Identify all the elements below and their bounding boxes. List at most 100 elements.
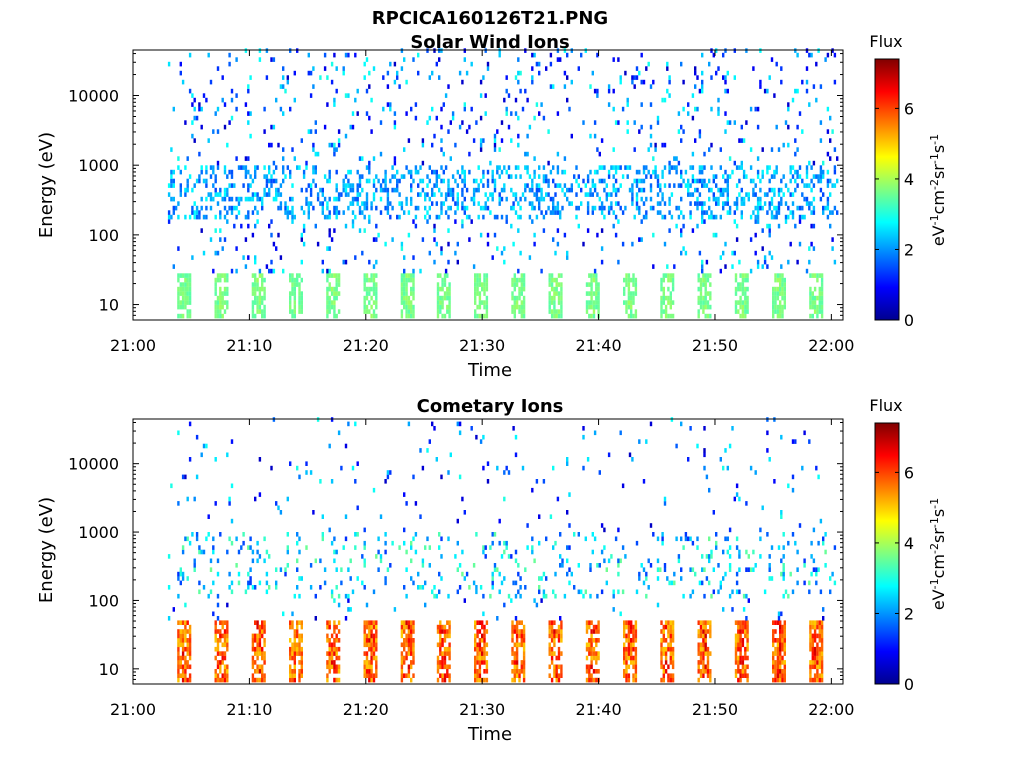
spectrogram-cell [370,620,373,625]
spectrogram-cell [491,169,494,175]
spectrogram-cell [694,201,697,206]
spectrogram-cell [684,250,688,256]
spectrogram-cell [811,273,814,278]
spectrogram-cell [365,642,369,648]
spectrogram-cell [289,277,292,283]
spectrogram-cell [663,496,667,502]
spectrogram-cell [628,165,632,170]
spectrogram-cell [372,277,376,283]
spectrogram-cell [783,677,786,683]
spectrogram-cell [726,187,729,193]
spectrogram-cell [687,536,690,542]
spectrogram-cell [780,558,783,564]
spectrogram-cell [179,642,182,648]
spectrogram-cell [337,593,341,599]
spectrogram-cell [768,554,771,559]
spectrogram-cell [365,196,369,202]
spectrogram-cell [810,571,813,577]
spectrogram-cell [417,183,420,188]
spectrogram-cell [701,210,704,215]
spectrogram-cell [289,624,292,630]
spectrogram-cell [456,567,459,572]
spectrogram-cell [634,673,638,678]
spectrogram-cell [321,187,324,193]
spectrogram-cell [719,147,722,152]
spectrogram-cell [759,84,762,89]
spectrogram-cell [498,518,501,524]
spectrogram-cell [597,282,600,287]
spectrogram-cell [412,655,415,661]
spectrogram-cell [441,655,444,661]
spectrogram-cell [344,536,348,542]
spectrogram-cell [612,165,615,170]
spectrogram-cell [774,669,777,674]
spectrogram-cell [638,576,641,581]
spectrogram-cell [179,169,182,175]
spectrogram-cell [491,255,494,260]
spectrogram-cell [230,97,234,103]
spectrogram-cell [818,629,821,634]
spectrogram-cell [554,571,557,577]
spectrogram-cell [557,309,561,314]
spectrogram-cell [209,237,213,242]
spectrogram-cell [833,79,837,85]
spectrogram-cell [625,646,628,652]
spectrogram-cell [312,205,315,211]
spectrogram-cell [235,268,238,274]
spectrogram-cell [664,313,668,319]
spectrogram-cell [363,642,366,648]
spectrogram-cell [547,205,550,211]
spectrogram-cell [810,223,813,229]
spectrogram-cell [654,165,657,170]
spectrogram-cell [739,629,742,634]
spectrogram-cell [344,616,348,621]
spectrogram-cell [400,273,404,278]
spectrogram-cell [809,300,812,305]
spectrogram-cell [368,165,371,170]
spectrogram-cell [749,165,753,170]
spectrogram-cell [263,174,266,179]
spectrogram-cell [230,439,234,444]
spectrogram-cell [258,629,262,634]
spectrogram-cell [550,620,554,625]
spectrogram-cell [286,75,289,80]
spectrogram-cell [435,178,438,184]
spectrogram-cell [291,646,294,652]
spectrogram-cell [586,205,590,211]
spectrogram-cell [831,129,834,134]
spectrogram-cell [300,655,303,661]
spectrogram-cell [691,165,695,170]
spectrogram-cell [483,282,486,287]
spectrogram-cell [254,496,257,502]
spectrogram-cell [820,677,824,683]
spectrogram-cell [809,664,812,670]
spectrogram-cell [737,620,740,625]
spectrogram-cell [179,70,182,76]
spectrogram-cell [820,295,824,301]
spectrogram-cell [635,75,639,80]
spectrogram-cell [816,620,819,625]
spectrogram-cell [511,669,514,674]
spectrogram-cell [356,183,359,188]
spectrogram-cell [476,646,479,652]
spectrogram-cell [446,273,449,278]
spectrogram-cell [372,673,376,678]
spectrogram-cell [351,196,355,202]
spectrogram-cell [186,677,189,683]
spectrogram-cell [625,273,628,278]
spectrogram-cell [507,593,511,599]
spectrogram-cell [783,291,786,296]
spectrogram-cell [296,585,299,590]
spectrogram-cell [447,241,450,247]
spectrogram-cell [734,673,738,678]
spectrogram-cell [666,66,669,71]
spectrogram-cell [691,115,695,121]
spectrogram-cell [439,646,442,652]
spectrogram-cell [263,295,266,301]
spectrogram-cell [461,192,464,197]
spectrogram-cell [763,88,767,94]
spectrogram-cell [667,273,670,278]
spectrogram-cell [746,620,749,625]
spectrogram-cell [561,563,564,568]
spectrogram-cell [177,673,180,678]
